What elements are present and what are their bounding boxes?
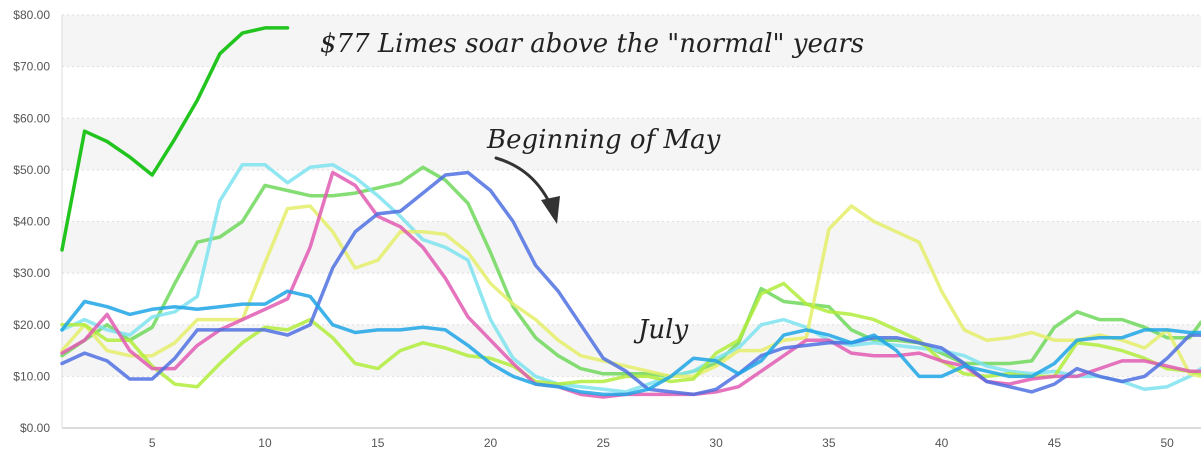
series-line-6 [60, 170, 1201, 397]
y-tick-label: $40.00 [13, 215, 50, 229]
x-tick-label: 30 [709, 436, 723, 450]
annotations: $77 Limes soar above the "normal" years … [320, 29, 864, 345]
x-tick-label: 10 [258, 436, 272, 450]
x-tick-label: 20 [484, 436, 498, 450]
y-tick-label: $10.00 [13, 369, 50, 383]
y-tick-label: $60.00 [13, 111, 50, 125]
x-tick-label: 35 [822, 436, 836, 450]
x-tick-label: 50 [1160, 436, 1174, 450]
x-tick-label: 45 [1048, 436, 1062, 450]
series-line-0 [60, 26, 290, 252]
y-tick-label: $50.00 [13, 163, 50, 177]
y-tick-label: $0.00 [20, 421, 50, 435]
series-layer [60, 26, 1201, 399]
y-tick-label: $30.00 [13, 266, 50, 280]
x-tick-label: 15 [371, 436, 385, 450]
series-line-7 [60, 289, 1201, 397]
arrow-head-icon [541, 196, 560, 224]
y-tick-label: $70.00 [13, 60, 50, 74]
y-tick-label: $80.00 [13, 8, 50, 22]
grid-band [62, 15, 1201, 67]
grid-band [62, 118, 1201, 170]
series-line-3 [60, 204, 1201, 379]
x-tick-label: 25 [597, 436, 611, 450]
grid-band [62, 221, 1201, 274]
gridlines [61, 14, 1201, 429]
y-axis-ticks: $0.00 $10.00 $20.00 $30.00 $40.00 $50.00 $60.0… [13, 8, 50, 435]
y-tick-label: $20.00 [13, 318, 50, 332]
annotation-limes: $77 Limes soar above the "normal" years [320, 29, 864, 59]
annotation-may: Beginning of May [486, 125, 721, 155]
series-line-5 [60, 170, 1201, 399]
x-axis-ticks: 5 10 15 20 25 30 35 40 45 50 [149, 436, 1174, 450]
x-tick-label: 5 [149, 436, 156, 450]
series-line-2 [60, 162, 1201, 394]
series-line-1 [60, 165, 1201, 379]
annotation-july: July [633, 315, 688, 345]
grid-bands [62, 15, 1201, 377]
x-tick-label: 40 [935, 436, 949, 450]
